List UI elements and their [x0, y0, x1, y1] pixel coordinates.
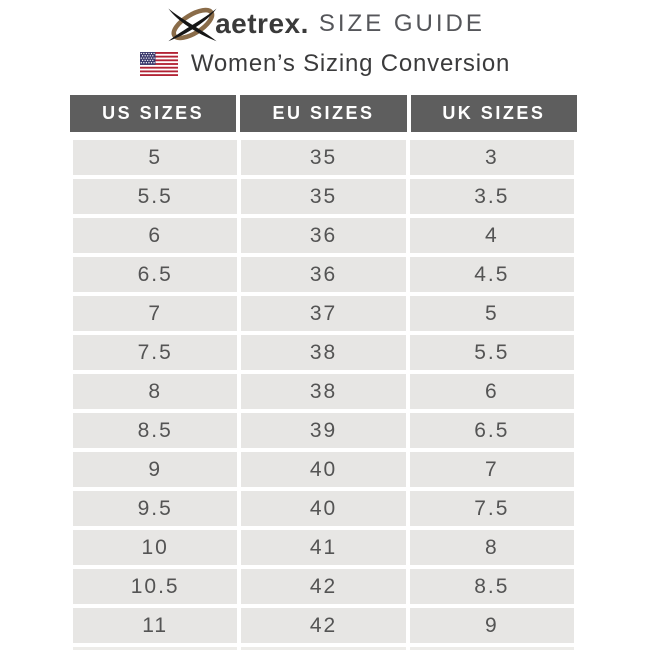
- table-cell: 8: [73, 374, 238, 409]
- table-cell: 42: [241, 569, 406, 604]
- table-cell: 4.5: [409, 257, 574, 292]
- table-cell: 40: [241, 452, 406, 487]
- table-cell: 11: [73, 608, 238, 643]
- table-cell: 42: [241, 608, 406, 643]
- table-cell: 36: [241, 218, 406, 253]
- table-cell: 7.5: [73, 335, 238, 370]
- table-row: 5.5 35 3.5: [73, 179, 574, 214]
- aetrex-swoosh-logo-icon: [165, 4, 219, 44]
- table-cell: 7: [73, 296, 238, 331]
- column-header-eu-sizes: EU SIZES: [240, 95, 407, 132]
- table-cell: 10.5: [73, 569, 238, 604]
- table-row: 6.5 36 4.5: [73, 257, 574, 292]
- table-cell: 8.5: [409, 569, 574, 604]
- table-row: 9 40 7: [73, 452, 574, 487]
- table-cell: 5: [409, 296, 574, 331]
- table-cell: 9: [73, 452, 238, 487]
- table-row: 10.5 42 8.5: [73, 569, 574, 604]
- table-row: 6 36 4: [73, 218, 574, 253]
- table-cell: 5: [73, 140, 238, 175]
- table-row: 9.5 40 7.5: [73, 491, 574, 526]
- size-conversion-table: US SIZES EU SIZES UK SIZES 5 35 3 5.5 35 3.5 6 36…: [70, 95, 577, 650]
- table-cell: 10: [73, 530, 238, 565]
- brand-header: aetrex. SIZE GUIDE: [0, 2, 650, 46]
- table-cell: 4: [409, 218, 574, 253]
- table-row: 8.5 39 6.5: [73, 413, 574, 448]
- table-cell: 35: [241, 179, 406, 214]
- table-cell: 40: [241, 491, 406, 526]
- table-cell: 9: [409, 608, 574, 643]
- cropped-cell: [241, 647, 406, 650]
- table-cell: 5.5: [73, 179, 238, 214]
- cropped-cell: [73, 647, 238, 650]
- cropped-cell: [409, 647, 574, 650]
- us-flag-icon: [139, 52, 178, 76]
- table-cell: 5.5: [409, 335, 574, 370]
- table-cell: 38: [241, 374, 406, 409]
- table-cell: 8.5: [73, 413, 238, 448]
- subtitle-row: Women’s Sizing Conversion: [0, 48, 650, 80]
- table-cell: 38: [241, 335, 406, 370]
- table-row: 5 35 3: [73, 140, 574, 175]
- table-row: 10 41 8: [73, 530, 574, 565]
- table-cell: 39: [241, 413, 406, 448]
- table-cell: 6.5: [409, 413, 574, 448]
- table-cell: 41: [241, 530, 406, 565]
- table-cell: 6: [409, 374, 574, 409]
- page-title: SIZE GUIDE: [318, 10, 485, 37]
- table-row: 7.5 38 5.5: [73, 335, 574, 370]
- table-cell: 3: [409, 140, 574, 175]
- table-cell: 6.5: [73, 257, 238, 292]
- column-header-us-sizes: US SIZES: [70, 95, 237, 132]
- table-cell: 36: [241, 257, 406, 292]
- brand-wordmark: aetrex.: [215, 8, 309, 39]
- column-header-uk-sizes: UK SIZES: [410, 95, 577, 132]
- subtitle-text: Women’s Sizing Conversion: [190, 50, 511, 77]
- table-cell: 7.5: [409, 491, 574, 526]
- table-row: 11 42 9: [73, 608, 574, 643]
- table-header-row: US SIZES EU SIZES UK SIZES: [70, 95, 577, 132]
- table-cell: 35: [241, 140, 406, 175]
- table-cell: 3.5: [409, 179, 574, 214]
- cropped-next-row: [73, 647, 574, 650]
- table-cell: 7: [409, 452, 574, 487]
- table-cell: 9.5: [73, 491, 238, 526]
- table-body: 5 35 3 5.5 35 3.5 6 36 4 6.5 36 4.5 7 37 5 7.5 38 5.5 8 38 6…: [73, 140, 574, 643]
- table-row: 7 37 5: [73, 296, 574, 331]
- table-row: 8 38 6: [73, 374, 574, 409]
- table-cell: 8: [409, 530, 574, 565]
- table-cell: 6: [73, 218, 238, 253]
- table-cell: 37: [241, 296, 406, 331]
